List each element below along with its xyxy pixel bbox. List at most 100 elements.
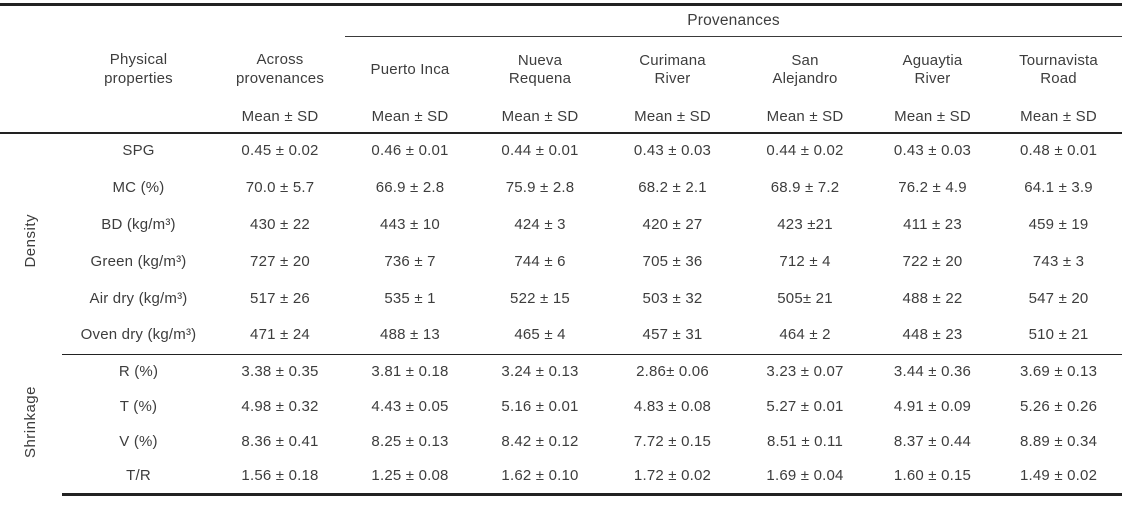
data-cell: 0.43 ± 0.03 [633, 142, 712, 160]
column-header-aguaytia-river: Aguaytia River [902, 51, 963, 88]
mean-sd-header: Mean ± SD [475, 103, 605, 134]
column-header-nueva-requena: Nueva Requena [508, 51, 572, 88]
data-cell: 1.49 ± 0.02 [995, 459, 1122, 496]
table-row-green: Green (kg/m³) 727 ± 20 736 ± 7 744 ± 6 7… [0, 244, 1122, 281]
data-cell: 5.26 ± 0.26 [1019, 397, 1098, 415]
data-cell: 727 ± 20 [250, 252, 310, 270]
data-cell: 420 ± 27 [642, 215, 703, 233]
data-cell: 8.51 ± 0.11 [766, 432, 844, 450]
header-row-mean-sd: Mean ± SD Mean ± SD Mean ± SD Mean ± SD … [0, 103, 1122, 134]
data-cell: 503 ± 32 [642, 289, 703, 307]
data-cell: 430 ± 22 [250, 215, 310, 233]
physical-properties-table: Provenances Physical properties Across p… [0, 3, 1122, 496]
column-header-puerto-inca: Puerto Inca [370, 60, 450, 78]
data-cell: 517 ± 26 [250, 289, 310, 307]
data-cell: 3.24 ± 0.13 [501, 362, 579, 380]
row-label: MC (%) [112, 178, 165, 196]
data-cell: 722 ± 20 [902, 252, 963, 270]
data-cell: 68.9 ± 7.2 [770, 178, 840, 196]
data-cell: 64.1 ± 3.9 [1024, 178, 1093, 196]
data-cell: 443 ± 10 [380, 215, 440, 233]
data-cell: 4.91 ± 0.09 [893, 397, 972, 415]
mean-sd-header: Mean ± SD [605, 103, 740, 134]
table-row-bd: BD (kg/m³) 430 ± 22 443 ± 10 424 ± 3 420… [0, 207, 1122, 244]
row-label: T (%) [119, 397, 158, 415]
data-cell: 0.45 ± 0.02 [241, 142, 319, 160]
section-label-density: Density [0, 133, 62, 355]
data-cell: 7.72 ± 0.15 [633, 432, 712, 450]
data-cell: 8.37 ± 0.44 [893, 432, 972, 450]
data-cell: 70.0 ± 5.7 [245, 178, 315, 196]
data-cell: 459 ± 19 [1028, 215, 1089, 233]
data-cell: 5.16 ± 0.01 [501, 397, 579, 415]
data-cell: 457 ± 31 [605, 317, 740, 355]
data-cell: 3.38 ± 0.35 [241, 362, 319, 380]
data-cell: 712 ± 4 [779, 252, 831, 270]
mean-sd-header: Mean ± SD [740, 103, 870, 134]
table-row-air-dry: Air dry (kg/m³) 517 ± 26 535 ± 1 522 ± 1… [0, 281, 1122, 318]
shrinkage-vertical-label: Shrinkage [21, 385, 39, 458]
column-header-across-provenances: Across provenances [235, 51, 325, 87]
header-row-provenances: Provenances [0, 3, 1122, 37]
data-cell: 3.44 ± 0.36 [893, 362, 972, 380]
row-label: R (%) [118, 362, 159, 380]
data-cell: 424 ± 3 [514, 215, 566, 233]
data-cell: 8.36 ± 0.41 [241, 432, 319, 450]
density-vertical-label: Density [21, 214, 39, 268]
mean-sd-header: Mean ± SD [870, 103, 995, 134]
data-cell: 75.9 ± 2.8 [505, 178, 575, 196]
table-row-v: V (%) 8.36 ± 0.41 8.25 ± 0.13 8.42 ± 0.1… [0, 425, 1122, 460]
row-label: V (%) [119, 432, 158, 450]
data-cell: 5.27 ± 0.01 [766, 397, 844, 415]
data-cell: 3.81 ± 0.18 [371, 362, 449, 380]
row-label: BD (kg/m³) [101, 215, 176, 233]
header-spacer [62, 103, 215, 134]
data-cell: 488 ± 13 [345, 317, 475, 355]
data-cell: 1.69 ± 0.04 [740, 459, 870, 496]
data-cell: 76.2 ± 4.9 [898, 178, 967, 196]
data-cell: 547 ± 20 [1028, 289, 1089, 307]
column-header-physical-properties: Physical properties [104, 51, 173, 87]
data-cell: 1.60 ± 0.15 [870, 459, 995, 496]
header-spacer [0, 37, 62, 104]
data-cell: 0.43 ± 0.03 [893, 142, 972, 160]
table-row-mc: MC (%) 70.0 ± 5.7 66.9 ± 2.8 75.9 ± 2.8 … [0, 170, 1122, 207]
data-cell: 736 ± 7 [384, 252, 436, 270]
data-cell: 1.25 ± 0.08 [345, 459, 475, 496]
data-cell: 1.62 ± 0.10 [475, 459, 605, 496]
data-cell: 1.56 ± 0.18 [215, 459, 345, 496]
data-cell: 510 ± 21 [995, 317, 1122, 355]
table-row-spg: Density SPG 0.45 ± 0.02 0.46 ± 0.01 0.44… [0, 133, 1122, 268]
data-cell: 3.69 ± 0.13 [1019, 362, 1098, 380]
data-cell: 705 ± 36 [642, 252, 703, 270]
data-cell: 743 ± 3 [1032, 252, 1085, 270]
mean-sd-header: Mean ± SD [995, 103, 1122, 134]
column-header-tournavista-road: Tournavista Road [1019, 51, 1098, 88]
data-cell: 8.89 ± 0.34 [1019, 432, 1098, 450]
mean-sd-header: Mean ± SD [215, 103, 345, 134]
table-row-tr-ratio: T/R 1.56 ± 0.18 1.25 ± 0.08 1.62 ± 0.10 … [0, 459, 1122, 496]
data-cell: 4.98 ± 0.32 [241, 397, 319, 415]
data-cell: 505± 21 [777, 289, 833, 307]
row-label: T/R [62, 459, 215, 496]
data-cell: 522 ± 15 [510, 289, 570, 307]
data-cell: 8.25 ± 0.13 [371, 432, 449, 450]
row-label: Air dry (kg/m³) [89, 289, 188, 307]
data-cell: 8.42 ± 0.12 [501, 432, 579, 450]
data-cell: 2.86± 0.06 [636, 362, 709, 380]
data-cell: 0.46 ± 0.01 [371, 142, 449, 160]
data-cell: 68.2 ± 2.1 [638, 178, 707, 196]
data-cell: 744 ± 6 [514, 252, 566, 270]
data-cell: 411 ± 23 [903, 215, 962, 233]
data-cell: 471 ± 24 [215, 317, 345, 355]
table-row-r: Shrinkage R (%) 3.38 ± 0.35 3.81 ± 0.18 … [0, 355, 1122, 458]
row-label: Oven dry (kg/m³) [62, 317, 215, 355]
row-label: SPG [122, 142, 155, 160]
data-cell: 4.43 ± 0.05 [371, 397, 449, 415]
data-cell: 423 ±21 [777, 215, 833, 233]
data-cell: 464 ± 2 [740, 317, 870, 355]
data-cell: 448 ± 23 [870, 317, 995, 355]
data-cell: 4.83 ± 0.08 [633, 397, 712, 415]
row-label: Green (kg/m³) [90, 252, 187, 270]
data-cell: 1.72 ± 0.02 [605, 459, 740, 496]
